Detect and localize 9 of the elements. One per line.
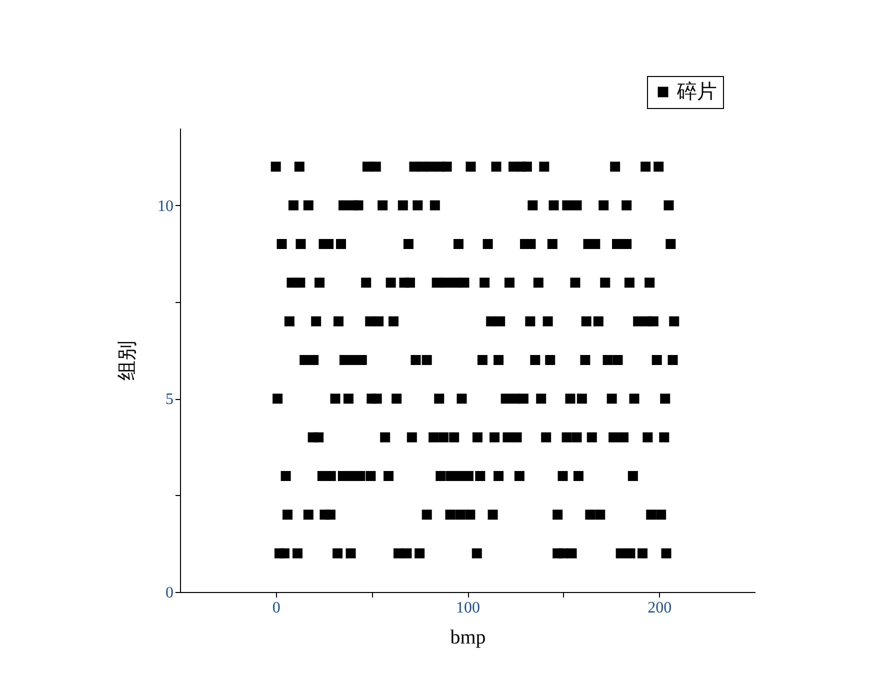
x-axis-title: bmp: [450, 626, 486, 648]
x-tick-label: 200: [648, 600, 672, 616]
y-tick-label: 5: [166, 391, 174, 408]
x-tick-label: 100: [456, 600, 480, 616]
legend-label: 碎片: [676, 81, 717, 103]
y-tick-label: 10: [158, 198, 174, 215]
y-axis-title: 组别: [116, 340, 138, 380]
y-tick-label: 0: [166, 584, 174, 602]
x-tick-label: 0: [272, 600, 280, 616]
